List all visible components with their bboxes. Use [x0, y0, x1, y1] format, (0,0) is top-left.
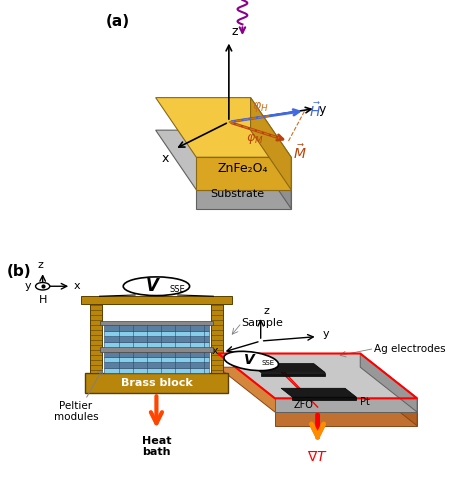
FancyBboxPatch shape	[85, 373, 228, 393]
Polygon shape	[360, 367, 417, 426]
Text: Ag electrodes: Ag electrodes	[374, 344, 446, 353]
FancyBboxPatch shape	[104, 357, 209, 362]
Text: V: V	[244, 353, 254, 367]
Text: z: z	[232, 25, 238, 38]
Text: SSE: SSE	[170, 285, 185, 294]
Polygon shape	[218, 353, 417, 398]
Text: Substrate: Substrate	[210, 189, 264, 199]
FancyBboxPatch shape	[81, 296, 232, 304]
FancyBboxPatch shape	[104, 336, 209, 342]
Text: x: x	[73, 281, 80, 291]
FancyBboxPatch shape	[104, 331, 209, 336]
Polygon shape	[155, 98, 291, 157]
Text: (a): (a)	[106, 13, 129, 29]
Text: z: z	[37, 260, 43, 270]
Text: V: V	[145, 277, 158, 295]
Text: Pt: Pt	[360, 397, 370, 407]
Text: $\nabla T$: $\nabla T$	[307, 450, 328, 464]
FancyBboxPatch shape	[104, 368, 209, 373]
Text: y: y	[24, 281, 31, 291]
Polygon shape	[281, 388, 356, 397]
Polygon shape	[155, 130, 291, 190]
Polygon shape	[292, 397, 356, 400]
Polygon shape	[275, 412, 417, 426]
Text: $\varphi_H$: $\varphi_H$	[252, 100, 268, 114]
Text: ZFO: ZFO	[294, 400, 314, 410]
FancyBboxPatch shape	[100, 320, 213, 325]
Polygon shape	[360, 353, 417, 412]
Text: Peltier
modules: Peltier modules	[54, 401, 98, 423]
FancyBboxPatch shape	[100, 347, 213, 352]
Text: (b): (b)	[7, 264, 32, 279]
FancyBboxPatch shape	[104, 342, 209, 347]
Polygon shape	[261, 373, 325, 376]
Polygon shape	[218, 367, 417, 412]
Text: Brass block: Brass block	[120, 379, 192, 388]
Text: x: x	[162, 152, 169, 165]
Text: SSE: SSE	[262, 360, 275, 366]
Text: y: y	[319, 104, 326, 116]
Polygon shape	[196, 157, 291, 190]
Text: y: y	[322, 329, 329, 339]
Polygon shape	[196, 190, 291, 209]
Text: z: z	[263, 306, 269, 316]
Text: Sample: Sample	[242, 317, 283, 328]
Polygon shape	[275, 398, 417, 412]
Polygon shape	[251, 130, 291, 209]
Polygon shape	[250, 364, 325, 373]
FancyBboxPatch shape	[211, 304, 223, 373]
Text: H: H	[38, 295, 47, 305]
Polygon shape	[251, 98, 291, 190]
FancyBboxPatch shape	[104, 325, 209, 331]
Ellipse shape	[123, 277, 190, 296]
Circle shape	[36, 282, 50, 290]
FancyBboxPatch shape	[104, 362, 209, 368]
Text: $\vec{M}$: $\vec{M}$	[292, 144, 306, 162]
Text: Heat
bath: Heat bath	[142, 436, 171, 458]
Text: ZnFe₂O₄: ZnFe₂O₄	[217, 162, 268, 175]
FancyBboxPatch shape	[90, 304, 102, 373]
Text: $\varphi_M$: $\varphi_M$	[246, 132, 264, 145]
Ellipse shape	[224, 352, 279, 371]
Text: $\vec{H}$: $\vec{H}$	[309, 102, 321, 120]
Text: x: x	[211, 346, 218, 355]
FancyBboxPatch shape	[104, 352, 209, 357]
